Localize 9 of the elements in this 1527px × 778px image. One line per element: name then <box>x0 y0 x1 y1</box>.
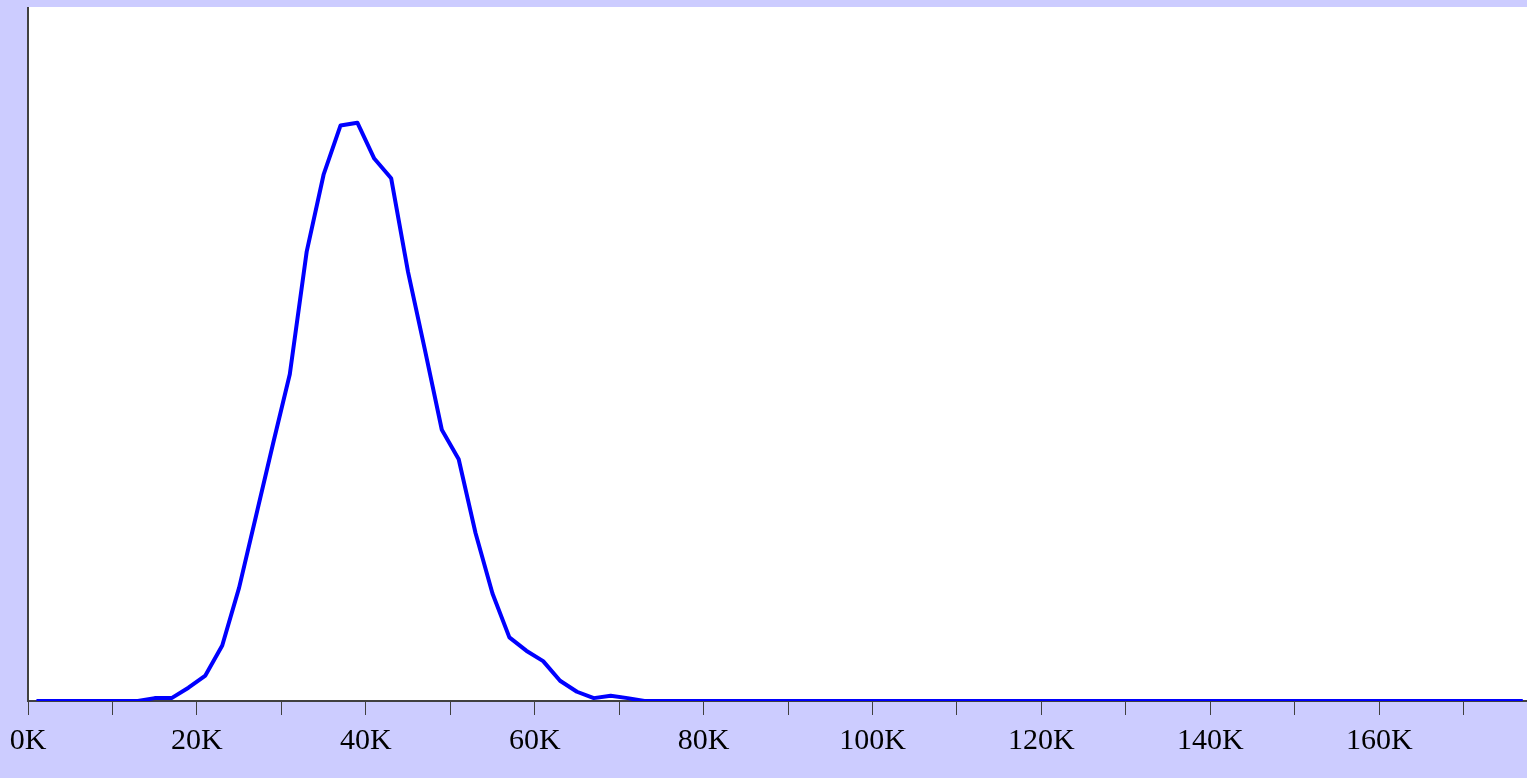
x-tick-label: 160K <box>1345 721 1413 755</box>
x-tick-label: 120K <box>1008 721 1076 755</box>
x-tick-label: 20K <box>171 721 224 755</box>
x-tick-label: 140K <box>1176 721 1244 755</box>
x-tick-label: 100K <box>839 721 907 755</box>
x-tick-label: 60K <box>508 721 561 755</box>
x-tick-label: 0K <box>9 721 47 755</box>
x-tick-label: 40K <box>339 721 392 755</box>
x-tick-label: 80K <box>677 721 730 755</box>
